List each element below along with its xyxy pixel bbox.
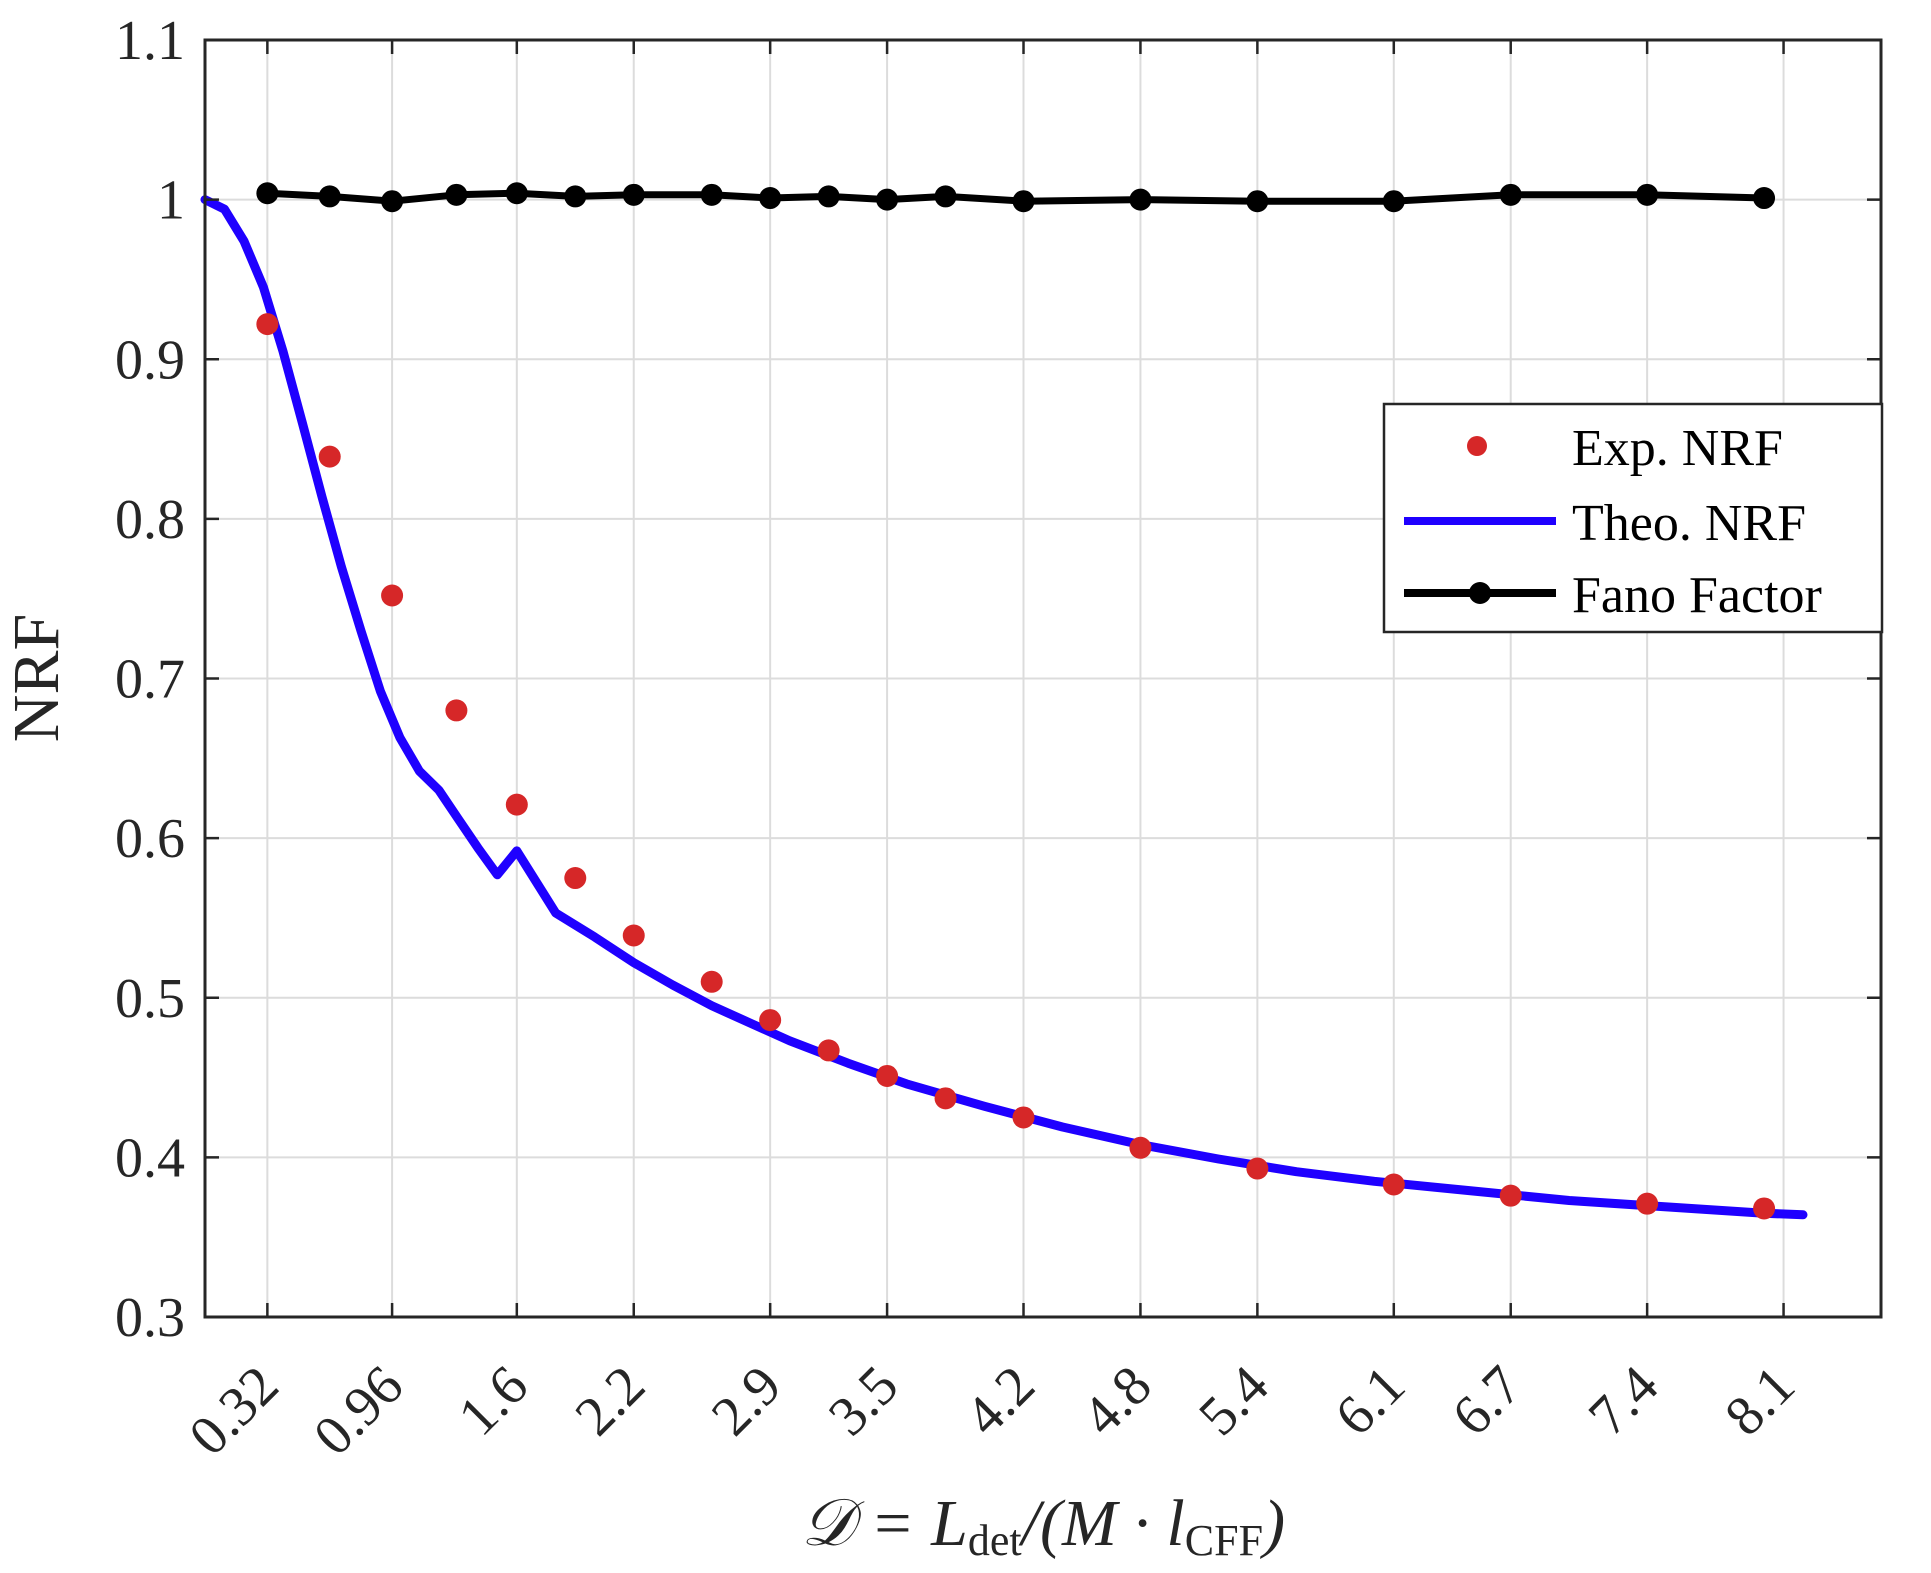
y-tick-label-2: 0.5 (115, 968, 185, 1030)
y-tick-label-8: 1.1 (115, 10, 185, 72)
y-tick-label-0: 0.3 (115, 1287, 185, 1349)
y-tick-label-1: 0.4 (115, 1127, 185, 1189)
y-tick-label-5: 0.8 (115, 489, 185, 551)
fano-factor-point-0 (256, 182, 279, 205)
fano-factor-point-16 (1499, 183, 1522, 206)
exp-nrf-point-9 (817, 1039, 840, 1062)
fano-factor-point-6 (622, 183, 645, 206)
exp-nrf-point-5 (564, 867, 587, 890)
x-axis-title: 𝒟 = Ldet/(M · lCFF) (801, 1487, 1285, 1565)
fano-factor-point-18 (1753, 187, 1776, 210)
exp-nrf-point-2 (381, 584, 404, 607)
y-tick-label-4: 0.7 (115, 649, 185, 711)
legend-fano-marker (1469, 582, 1491, 604)
legend-exp-label: Exp. NRF (1572, 420, 1783, 477)
exp-nrf-point-4 (505, 793, 528, 816)
fano-factor-point-4 (505, 182, 528, 205)
x-axis-title-sub-det: det (968, 1516, 1022, 1565)
exp-nrf-point-13 (1129, 1136, 1152, 1159)
fano-factor-point-11 (934, 185, 957, 208)
fano-factor-point-15 (1382, 190, 1405, 213)
fano-factor-point-7 (700, 183, 723, 206)
fano-factor-point-14 (1246, 190, 1269, 213)
exp-nrf-point-8 (759, 1009, 782, 1032)
y-tick-label-6: 0.9 (115, 329, 185, 391)
theo-nrf-line (200, 195, 1808, 1220)
y-tick-label-7: 1 (157, 170, 185, 232)
fano-factor-point-17 (1636, 183, 1659, 206)
exp-nrf-point-14 (1246, 1157, 1269, 1180)
fano-factor-point-2 (381, 190, 404, 213)
exp-nrf-point-3 (445, 699, 468, 722)
fano-factor-point-13 (1129, 188, 1152, 211)
x-axis-title-suffix: ) (1259, 1487, 1285, 1560)
fano-factor-point-12 (1012, 190, 1035, 213)
x-axis-title-prefix: 𝒟 = L (801, 1487, 968, 1560)
exp-nrf-point-16 (1499, 1184, 1522, 1207)
exp-nrf-point-12 (1012, 1106, 1035, 1129)
grid-lines (205, 39, 1881, 1318)
y-axis-ticks: 0.3 0.4 0.5 0.6 0.7 0.8 0.9 1 1.1 (115, 10, 1881, 1349)
fano-factor-point-9 (817, 185, 840, 208)
fano-factor-point-8 (759, 187, 782, 210)
legend-exp-marker (1467, 436, 1487, 456)
legend: Exp. NRF Theo. NRF Fano Factor (1382, 402, 1884, 634)
exp-nrf-point-7 (700, 970, 723, 993)
exp-nrf-point-10 (876, 1064, 899, 1087)
fano-factor-point-10 (876, 188, 899, 211)
y-tick-label-3: 0.6 (115, 808, 185, 870)
exp-nrf-point-11 (934, 1087, 957, 1110)
y-axis-title: NRF (0, 614, 73, 742)
exp-nrf-point-18 (1753, 1197, 1776, 1220)
exp-nrf-point-15 (1382, 1173, 1405, 1196)
fano-factor-point-1 (318, 185, 341, 208)
legend-fano-label: Fano Factor (1572, 567, 1822, 624)
exp-nrf-point-6 (622, 924, 645, 947)
legend-theo-label: Theo. NRF (1572, 495, 1806, 552)
exp-nrf-point-0 (256, 313, 279, 336)
x-axis-title-mid: /(M · l (1018, 1487, 1185, 1560)
x-axis-title-sub-cff: CFF (1185, 1516, 1263, 1565)
series-layer (200, 182, 1808, 1220)
exp-nrf-point-17 (1636, 1192, 1659, 1215)
fano-factor-point-5 (564, 185, 587, 208)
exp-nrf-point-1 (318, 445, 341, 468)
fano-factor-point-3 (445, 183, 468, 206)
